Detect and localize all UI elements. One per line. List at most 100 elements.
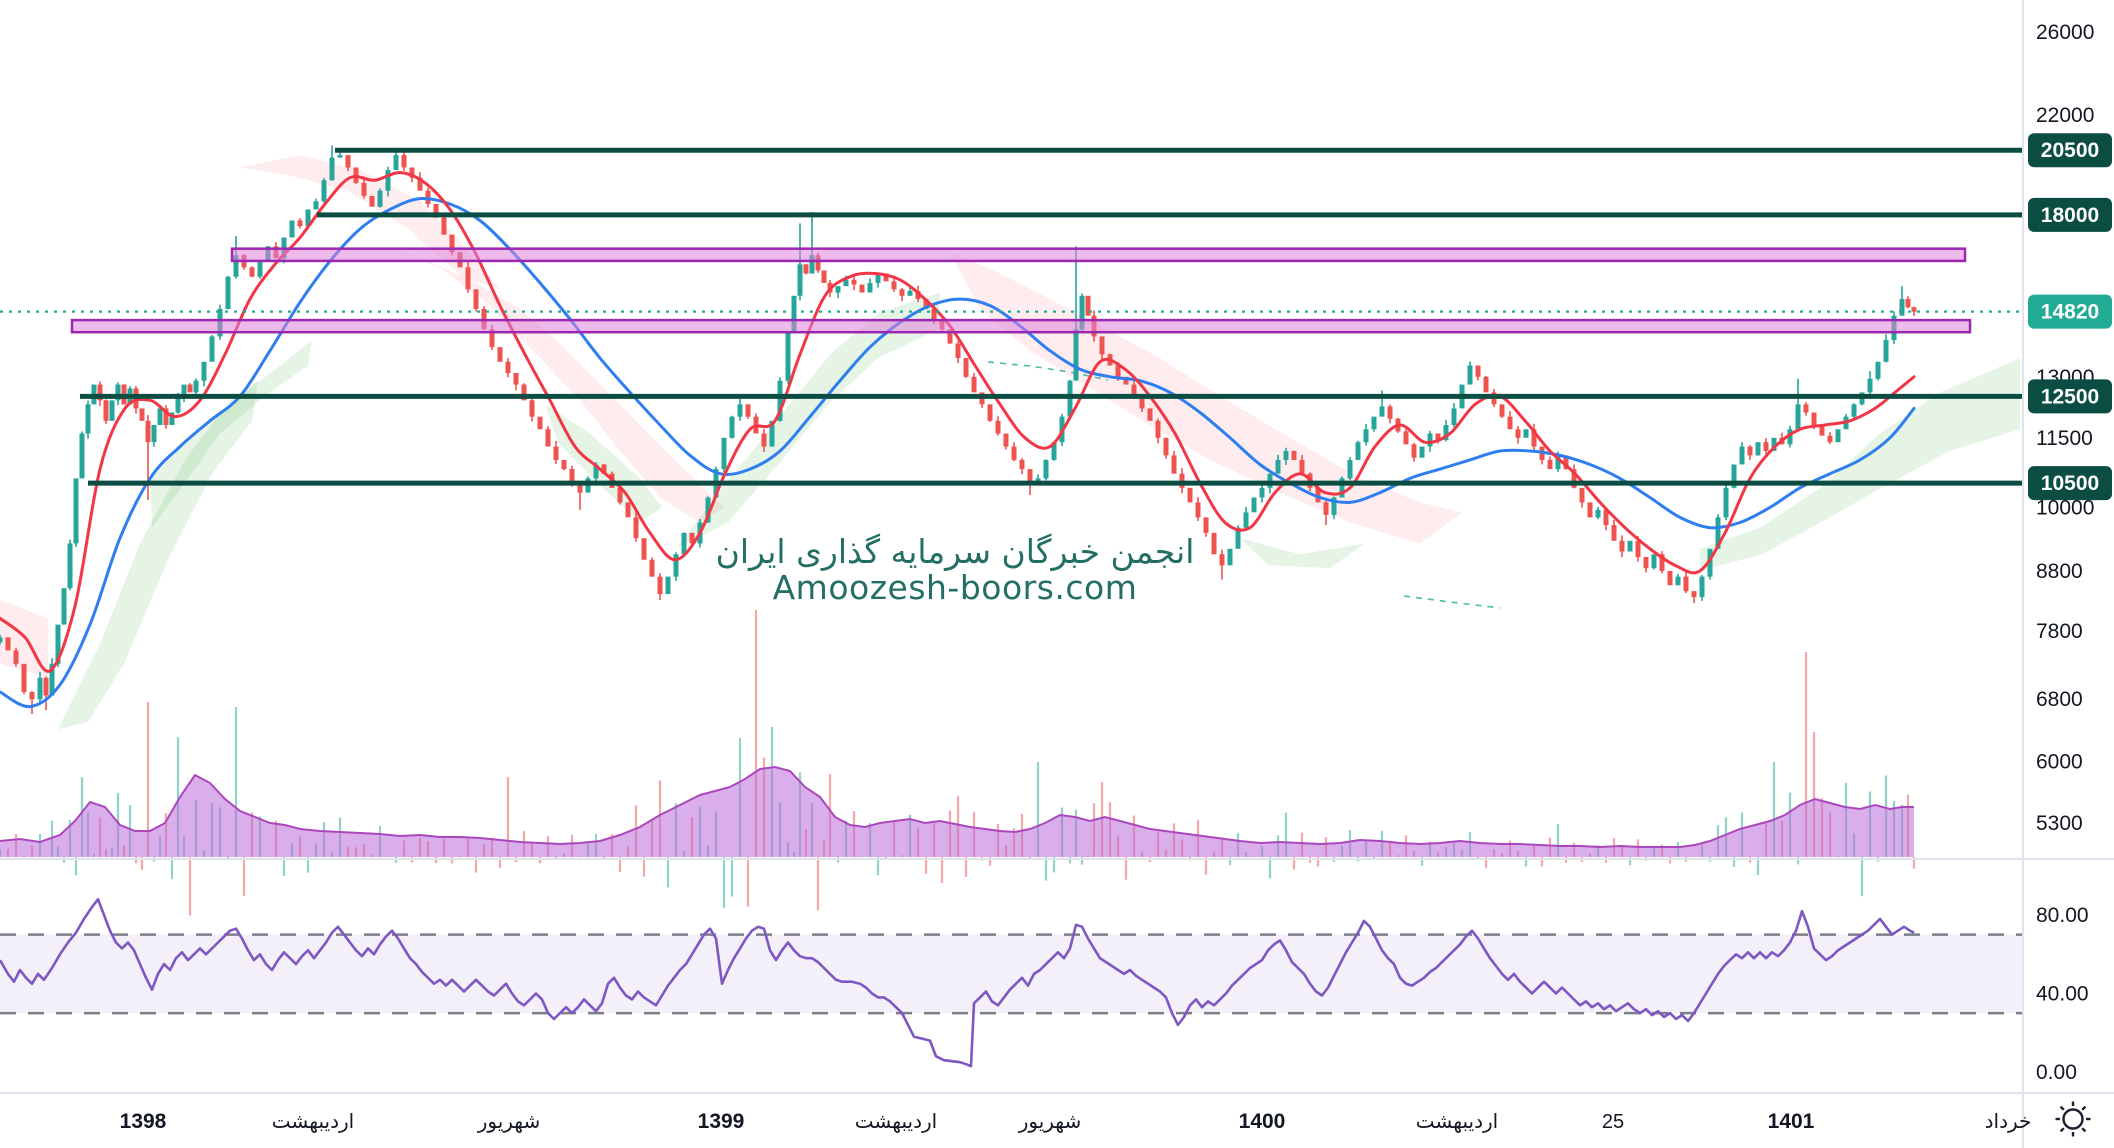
time-axis-label[interactable]: خرداد [1985,1109,2032,1133]
candle-body [61,588,67,625]
candle-body [1659,554,1665,571]
candle-body [617,487,623,503]
candle-body [769,420,775,447]
candle-body [55,624,61,664]
candle-body [1523,429,1529,438]
candle-body [97,384,103,401]
ichimoku-cloud [240,155,500,290]
candle-body [1427,433,1433,447]
candle-body [1347,459,1353,479]
candle-body [1715,517,1721,549]
candle-body [1731,464,1737,488]
price-axis-label: 6000 [2036,750,2083,773]
candle-body [1019,459,1025,470]
candle-body [1579,487,1585,503]
time-axis-label[interactable]: 1399 [698,1110,745,1133]
candle-body [931,308,937,320]
candle-body [175,396,181,413]
candle-body [537,416,543,430]
candle-body [601,464,607,474]
candle-body [1723,487,1729,518]
candle-body [209,336,215,362]
time-axis-label[interactable]: اردیبهشت [1416,1109,1498,1133]
candle-body [163,408,169,426]
candle-body [1595,509,1601,518]
time-axis-label[interactable]: شهریور [477,1109,541,1133]
ichimoku-cloud [1700,358,2020,571]
candle-body [947,329,953,344]
candle-body [21,663,27,692]
candle-body [1123,376,1129,385]
candle-body [1379,406,1385,417]
candle-body [1899,299,1905,316]
candle-body [1619,540,1625,552]
ma-slow-line [0,196,1916,709]
candle-body [1131,384,1137,397]
candle-body [1603,509,1609,526]
candle-body [907,290,913,296]
price-badge-text: 12500 [2041,385,2099,408]
candle-body [649,559,655,577]
candle-body [577,483,583,493]
candle-body [345,155,351,168]
price-axis-label: 22000 [2036,104,2094,127]
price-badge-text: 10500 [2041,472,2099,495]
candle-body [473,289,479,309]
candle-body [385,170,391,191]
candle-body [441,217,447,235]
candle-body [1905,299,1911,308]
candle-body [689,532,695,544]
time-axis-label[interactable]: 1401 [1768,1110,1815,1133]
candle-body [1163,437,1169,456]
candle-body [1243,512,1249,528]
candle-body [417,177,423,191]
candle-body [1051,442,1057,460]
ichimoku-cloud [390,249,724,523]
candle-body [1755,442,1761,456]
time-axis-label[interactable]: اردیبهشت [855,1109,937,1133]
candle-body [513,373,519,385]
candle-body [1339,478,1345,498]
supply-zone-rect[interactable] [230,247,1967,263]
candle-body [1027,469,1033,484]
candle-body [791,295,797,333]
candle-body [705,497,711,523]
candle-body [1443,425,1449,440]
candle-body [1483,376,1489,393]
candle-body [593,464,599,479]
candle-body [1691,591,1697,598]
supply-zone-rect[interactable] [70,318,1972,334]
candle-body [353,167,359,183]
candle-body [1363,429,1369,443]
price-axis-label: 6800 [2036,688,2083,711]
time-axis-label[interactable]: 1400 [1239,1110,1286,1133]
time-axis-label[interactable]: 25 [1602,1111,1624,1133]
sun-icon-ray [2059,1127,2065,1133]
candle-body [1283,450,1289,460]
candle-body [1387,406,1393,419]
volume-ma-line [0,765,1914,849]
candle-body [1411,444,1417,458]
candle-body [103,400,109,421]
sun-icon[interactable] [2055,1101,2091,1137]
candle-body [797,264,803,296]
candle-body [883,273,889,282]
time-axis-label[interactable]: 1398 [120,1110,167,1133]
time-axis-label[interactable]: شهریور [1018,1109,1082,1133]
candle-body [843,279,849,287]
candle-body [393,155,399,171]
candle-body [737,404,743,417]
candle-body [193,380,199,393]
candle-body [1795,404,1801,430]
time-axis-label[interactable]: اردیبهشت [272,1109,354,1133]
candle-body [187,384,193,393]
candle-body [361,182,367,196]
candle-body [1235,527,1241,549]
candle-body [1499,404,1505,417]
candle-body [1683,576,1689,592]
candle-body [233,255,239,277]
candle-body [497,347,503,362]
candle-body [1171,455,1177,474]
